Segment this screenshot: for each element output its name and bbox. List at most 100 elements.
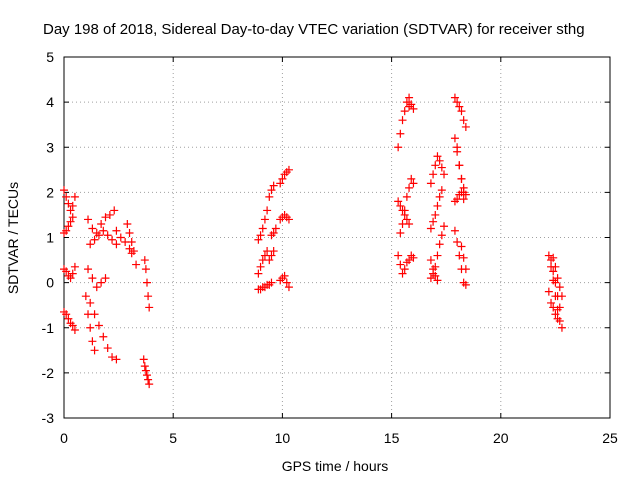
data-point bbox=[429, 170, 438, 179]
data-point bbox=[267, 251, 276, 260]
data-point bbox=[398, 269, 407, 278]
data-point bbox=[284, 283, 293, 292]
data-point bbox=[461, 280, 470, 289]
data-point bbox=[269, 228, 278, 237]
y-tick-label: -3 bbox=[42, 410, 55, 426]
data-point bbox=[86, 240, 95, 249]
data-point bbox=[258, 224, 267, 233]
data-point bbox=[426, 274, 435, 283]
data-point bbox=[437, 163, 446, 172]
data-point bbox=[278, 174, 287, 183]
data-point bbox=[145, 303, 154, 312]
y-tick-label: 5 bbox=[46, 49, 54, 65]
data-point bbox=[433, 251, 442, 260]
data-point bbox=[405, 93, 414, 102]
data-point bbox=[435, 192, 444, 201]
data-point bbox=[280, 271, 289, 280]
data-point bbox=[99, 226, 108, 235]
data-point bbox=[431, 271, 440, 280]
data-point bbox=[396, 260, 405, 269]
data-point bbox=[557, 292, 566, 301]
data-point bbox=[84, 215, 93, 224]
x-tick-label: 15 bbox=[384, 430, 400, 446]
data-point bbox=[547, 298, 556, 307]
data-point bbox=[433, 201, 442, 210]
data-point bbox=[105, 210, 114, 219]
data-point bbox=[553, 314, 562, 323]
data-point bbox=[84, 310, 93, 319]
data-point bbox=[455, 161, 464, 170]
data-point bbox=[426, 224, 435, 233]
data-point bbox=[60, 186, 68, 195]
data-point bbox=[459, 253, 468, 262]
data-point bbox=[409, 253, 418, 262]
data-point bbox=[62, 267, 71, 276]
data-point bbox=[263, 206, 272, 215]
data-point bbox=[144, 375, 153, 384]
data-point bbox=[555, 283, 564, 292]
data-point bbox=[127, 249, 136, 258]
data-point bbox=[450, 134, 459, 143]
data-point bbox=[269, 247, 278, 256]
data-point bbox=[457, 242, 466, 251]
data-point bbox=[405, 183, 414, 192]
grid-lines bbox=[64, 57, 610, 418]
data-point bbox=[140, 256, 149, 265]
data-point bbox=[66, 274, 75, 283]
data-point bbox=[407, 174, 416, 183]
data-point bbox=[256, 231, 265, 240]
data-point bbox=[81, 292, 90, 301]
x-tick-label: 25 bbox=[602, 430, 618, 446]
data-point bbox=[551, 310, 560, 319]
data-point bbox=[461, 122, 470, 131]
data-point bbox=[269, 181, 278, 190]
data-point bbox=[459, 116, 468, 125]
data-point bbox=[282, 278, 291, 287]
data-point bbox=[125, 244, 134, 253]
data-point bbox=[64, 222, 73, 231]
data-point bbox=[97, 278, 106, 287]
data-point bbox=[461, 265, 470, 274]
data-point bbox=[88, 274, 97, 283]
data-point bbox=[66, 206, 75, 215]
data-point bbox=[429, 217, 438, 226]
data-point bbox=[116, 233, 125, 242]
data-point bbox=[68, 321, 77, 330]
data-point bbox=[457, 174, 466, 183]
data-point bbox=[64, 314, 73, 323]
y-tick-labels: -3 -2 -1 0 1 2 3 4 5 bbox=[42, 49, 55, 426]
data-point bbox=[68, 269, 77, 278]
data-point bbox=[457, 107, 466, 116]
data-point bbox=[142, 371, 151, 380]
y-tick-label: 2 bbox=[46, 184, 54, 200]
data-point bbox=[110, 206, 119, 215]
data-point bbox=[405, 256, 414, 265]
data-point bbox=[90, 235, 99, 244]
data-point bbox=[101, 274, 110, 283]
data-point bbox=[103, 231, 112, 240]
data-point bbox=[544, 251, 553, 260]
data-point bbox=[453, 143, 462, 152]
data-point bbox=[409, 179, 418, 188]
data-point bbox=[64, 199, 73, 208]
data-point bbox=[398, 116, 407, 125]
data-point bbox=[92, 283, 101, 292]
data-point bbox=[453, 98, 462, 107]
data-point bbox=[551, 262, 560, 271]
data-point bbox=[101, 213, 110, 222]
data-point bbox=[276, 179, 285, 188]
data-point bbox=[271, 224, 280, 233]
data-point bbox=[70, 262, 79, 271]
data-point bbox=[284, 165, 293, 174]
data-point bbox=[70, 326, 79, 335]
data-point bbox=[394, 143, 403, 152]
data-point bbox=[433, 276, 442, 285]
data-point bbox=[144, 292, 153, 301]
data-point bbox=[94, 231, 103, 240]
data-point bbox=[145, 380, 154, 389]
data-point bbox=[549, 253, 558, 262]
data-point bbox=[426, 256, 435, 265]
y-tick-label: 0 bbox=[46, 275, 54, 291]
data-point bbox=[260, 215, 269, 224]
